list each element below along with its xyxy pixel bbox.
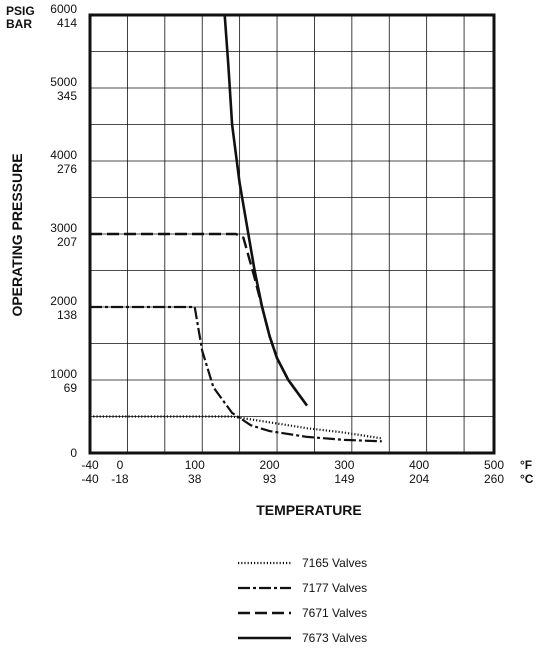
y-tick-label-psig: 4000 [50, 148, 77, 162]
x-tick-label-celsius: -40 [81, 472, 99, 486]
x-unit-secondary: °C [520, 472, 534, 486]
series-line-7165 [90, 415, 382, 440]
y-tick-label-bar: 276 [57, 162, 77, 176]
series-lines [90, 13, 382, 443]
x-tick-label-fahrenheit: 300 [334, 458, 354, 472]
y-tick-label-psig: 0 [70, 446, 77, 460]
y-tick-label-bar: 69 [64, 381, 78, 395]
y-unit-primary: PSIG [6, 4, 35, 18]
x-tick-label-fahrenheit: 100 [185, 458, 205, 472]
x-axis-title: TEMPERATURE [256, 502, 362, 518]
series-line-7177 [90, 305, 382, 443]
y-tick-label-psig: 6000 [50, 2, 77, 16]
y-tick-label-bar: 414 [57, 16, 77, 30]
y-tick-label-bar: 345 [57, 89, 77, 103]
legend-label: 7673 Valves [302, 631, 367, 645]
series-line-7673 [119, 13, 309, 407]
x-tick-label-fahrenheit: 500 [484, 458, 504, 472]
x-tick-label-fahrenheit: 0 [117, 458, 124, 472]
y-tick-label-psig: 2000 [50, 294, 77, 308]
y-tick-label-psig: 5000 [50, 75, 77, 89]
legend-label: 7165 Valves [302, 556, 367, 570]
x-tick-label-fahrenheit: 200 [260, 458, 280, 472]
x-unit-primary: °F [520, 458, 532, 472]
legend-label: 7671 Valves [302, 606, 367, 620]
x-tick-label-fahrenheit: -40 [81, 458, 99, 472]
y-tick-label-psig: 1000 [50, 367, 77, 381]
tick-labels: 0100069200013830002074000276500034560004… [50, 2, 504, 486]
y-tick-label-bar: 207 [57, 235, 77, 249]
legend: 7165 Valves 7177 Valves 7671 Valves 7673 Va… [238, 556, 367, 645]
x-tick-label-celsius: 260 [484, 472, 504, 486]
y-tick-label-psig: 3000 [50, 221, 77, 235]
x-tick-label-fahrenheit: 400 [409, 458, 429, 472]
legend-label: 7177 Valves [302, 581, 367, 595]
x-tick-label-celsius: -18 [111, 472, 129, 486]
y-unit-secondary: BAR [6, 17, 32, 31]
x-tick-label-celsius: 204 [409, 472, 429, 486]
x-tick-label-celsius: 38 [188, 472, 202, 486]
y-axis-title: OPERATING PRESSURE [9, 153, 25, 316]
plot-frame [88, 13, 496, 455]
x-tick-label-celsius: 93 [263, 472, 277, 486]
y-tick-label-bar: 138 [57, 308, 77, 322]
x-tick-label-celsius: 149 [334, 472, 354, 486]
